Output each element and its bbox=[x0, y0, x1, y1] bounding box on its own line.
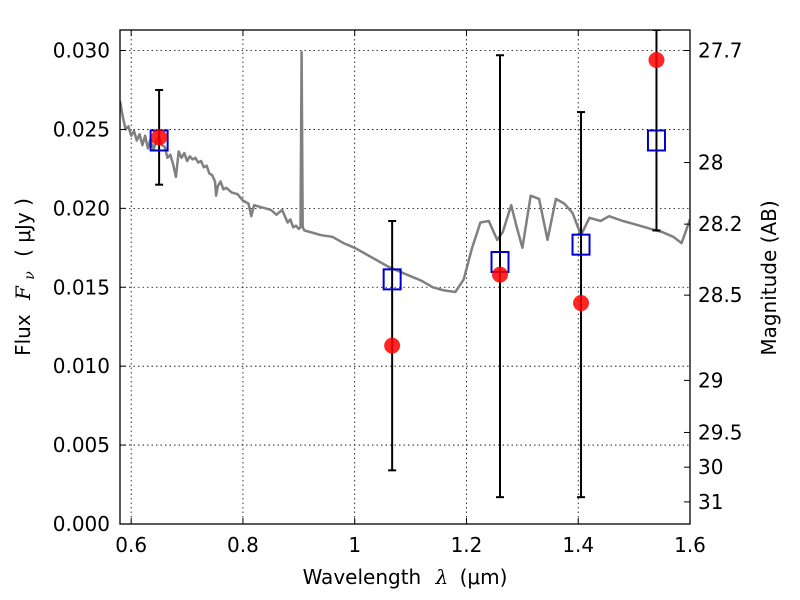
model-photometry-square bbox=[571, 233, 591, 256]
y2-tick-label: 29 bbox=[698, 368, 723, 392]
x-tick-label: 0.8 bbox=[227, 533, 259, 557]
y-tick-label: 0.030 bbox=[53, 39, 110, 63]
axis-ticks: 0.6 0.8 1 1.2 1.4 1.6 0.000 0.005 0.010 0.015 0.02… bbox=[53, 30, 743, 557]
plot-data bbox=[120, 30, 690, 499]
observed-photometry-point bbox=[151, 129, 168, 146]
x-tick-label: 0.6 bbox=[115, 533, 147, 557]
x-axis-label: Wavelength λ (μm) bbox=[303, 565, 508, 589]
x-tick-label: 1 bbox=[348, 533, 361, 557]
y-tick-label: 0.025 bbox=[53, 117, 110, 141]
observed-photometry-point bbox=[648, 51, 665, 68]
y-tick-label: 0.000 bbox=[53, 512, 110, 536]
y-axis-label-text: Flux bbox=[11, 314, 35, 356]
y2-axis-label: Magnitude (AB) bbox=[757, 200, 781, 355]
observed-photometry-point bbox=[573, 295, 590, 312]
y2-tick-label: 29.5 bbox=[698, 420, 743, 444]
plot-frame bbox=[119, 29, 691, 525]
y2-tick-label: 31 bbox=[698, 490, 723, 514]
x-axis-label-symbol: λ bbox=[435, 565, 449, 589]
x-tick-label: 1.6 bbox=[674, 533, 706, 557]
observed-photometry-point bbox=[384, 337, 401, 354]
y-tick-label: 0.010 bbox=[53, 354, 110, 378]
spectrum-line bbox=[120, 50, 690, 294]
x-tick-label: 1.4 bbox=[562, 533, 594, 557]
y2-tick-label: 27.7 bbox=[698, 39, 743, 63]
x-axis-label-unit: (μm) bbox=[460, 565, 508, 589]
y-axis-label: Flux F ν ( μJy ) bbox=[11, 198, 39, 356]
x-tick-label: 1.2 bbox=[451, 533, 483, 557]
observed-photometry-point bbox=[492, 266, 508, 283]
y2-tick-label: 28.2 bbox=[698, 212, 743, 236]
y-axis-label-unit: ( μJy ) bbox=[11, 198, 35, 257]
y2-tick-label: 28.5 bbox=[698, 283, 743, 307]
model-photometry-square bbox=[382, 268, 402, 291]
x-axis-label-text: Wavelength bbox=[303, 565, 422, 589]
y2-tick-label: 30 bbox=[698, 455, 723, 479]
y-tick-label: 0.020 bbox=[53, 196, 110, 220]
model-photometry-square bbox=[646, 129, 666, 152]
y-tick-label: 0.015 bbox=[53, 275, 110, 299]
y-axis-label-symbol: F bbox=[11, 285, 35, 301]
y-axis-label-subscript: ν bbox=[22, 271, 38, 280]
y-tick-label: 0.005 bbox=[53, 433, 110, 457]
y2-tick-label: 28 bbox=[698, 151, 723, 175]
